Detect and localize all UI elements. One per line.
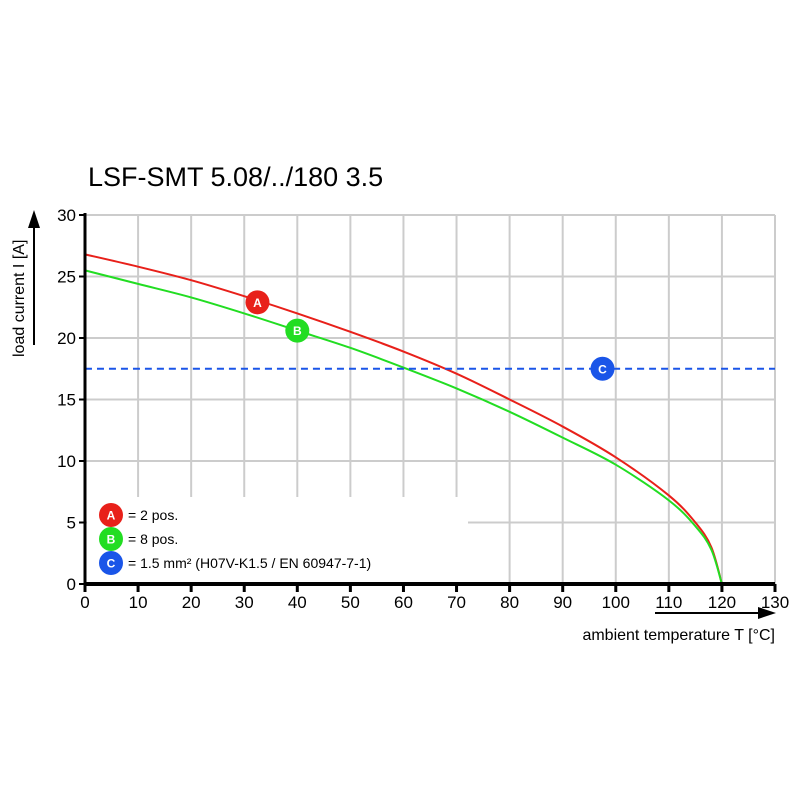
x-tick-label: 30 [235,593,254,612]
axes: 0 10 20 30 40 50 60 70 80 90 100 110 120 130 0 5 10 15 20 2… [28,206,789,619]
legend-marker-b-letter: B [107,533,116,547]
series-group: ABC [84,253,775,585]
chart-title: LSF-SMT 5.08/../180 3.5 [88,162,383,192]
y-tick-label: 30 [57,206,76,225]
x-tick-label: 120 [708,593,736,612]
legend-label: = 2 pos. [128,507,178,523]
x-tick-label: 80 [500,593,519,612]
x-tick-label: 0 [80,593,89,612]
legend-marker-b-icon [99,527,123,551]
x-tick-label: 40 [288,593,307,612]
y-tick-label: 25 [57,268,76,287]
series-line-a [84,253,723,585]
series-marker-b-icon [285,318,310,343]
y-axis-label: load current I [A] [11,240,28,357]
legend-marker-c-letter: C [107,557,116,571]
x-tick-label: 60 [394,593,413,612]
series-marker-c-letter: C [598,362,607,376]
y-tick-label: 15 [57,391,76,410]
x-tick-label: 20 [182,593,201,612]
y-tick-label: 0 [67,575,76,594]
legend-marker-a-letter: A [107,509,116,523]
y-tick-label: 5 [67,514,76,533]
legend-marker-c-icon [99,551,123,575]
legend-label: = 1.5 mm² (H07V-K1.5 / EN 60947-7-1) [128,555,371,571]
legend: A = 2 pos. B = 8 pos. C = 1.5 mm² (H07V-K1.5 … [87,497,468,582]
legend-label: = 8 pos. [128,531,178,547]
y-tick-label: 20 [57,329,76,348]
x-tick-label: 110 [655,593,682,612]
x-tick-label: 130 [761,593,789,612]
y-tick-label: 10 [57,452,76,471]
y-arrow-icon [28,210,40,228]
x-arrow-icon [758,607,776,619]
series-marker-b-letter: B [293,324,302,338]
series-line-b [84,269,723,585]
x-tick-label: 100 [602,593,630,612]
series-marker-a-letter: A [253,296,262,310]
legend-marker-a-icon [99,503,123,527]
series-marker-c-icon [590,356,615,381]
x-tick-label: 90 [553,593,572,612]
series-marker-a-icon [245,290,270,315]
x-tick-label: 70 [447,593,466,612]
legend-background [87,497,468,582]
x-tick-label: 50 [341,593,360,612]
x-axis-label: ambient temperature T [°C] [582,627,775,644]
x-tick-label: 10 [129,593,148,612]
